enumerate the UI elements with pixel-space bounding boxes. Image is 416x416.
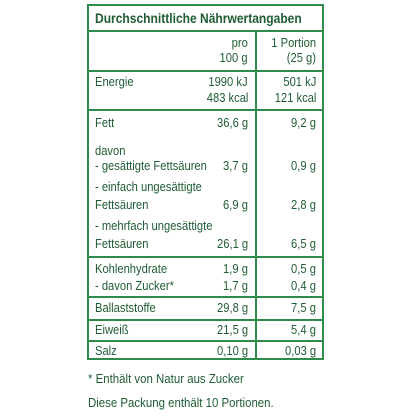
mehrfach-label-line1: - mehrfach ungesättigte (95, 218, 213, 233)
energie-kcal-portion: 121 kcal (274, 90, 316, 105)
eiweiss-100: 21,5 g (216, 322, 248, 337)
mehrfach-label-line2: Fettsäuren (95, 236, 149, 251)
divider-ballaststoffe (89, 319, 322, 321)
zucker-label: - davon Zucker* (95, 278, 174, 293)
kohlenhydrate-label: Kohlenhydrate (95, 261, 168, 276)
nutrition-table: Durchschnittliche Nährwertangaben pro 10… (87, 4, 324, 360)
col2-header-line2: (25 g) (286, 50, 316, 65)
salz-100: 0,10 g (216, 343, 248, 358)
gesaettigt-100: 3,7 g (223, 158, 248, 173)
col1-header-line2: 100 g (220, 50, 248, 65)
footnote-sugar: * Enthält von Natur aus Zucker (88, 371, 244, 386)
zucker-portion: 0,4 g (291, 278, 316, 293)
column-divider (255, 30, 257, 358)
einfach-label-line2: Fettsäuren (95, 197, 149, 212)
einfach-100: 6,9 g (223, 197, 248, 212)
col2-header-line1: 1 Portion (271, 35, 316, 50)
davon-label: davon (95, 143, 126, 158)
kohlenhydrate-portion: 0,5 g (291, 261, 316, 276)
energie-kj-100: 1990 kJ (208, 74, 248, 89)
eiweiss-portion: 5,4 g (291, 322, 316, 337)
mehrfach-portion: 6,5 g (291, 236, 316, 251)
ballaststoffe-portion: 7,5 g (291, 300, 316, 315)
ballaststoffe-100: 29,8 g (216, 300, 248, 315)
gesaettigt-portion: 0,9 g (291, 158, 316, 173)
mehrfach-100: 26,1 g (216, 236, 248, 251)
ballaststoffe-label: Ballaststoffe (95, 300, 156, 315)
divider-title (89, 30, 322, 32)
salz-label: Salz (95, 343, 117, 358)
einfach-label-line1: - einfach ungesättigte (95, 179, 202, 194)
energie-kcal-100: 483 kcal (206, 90, 248, 105)
divider-energie (89, 109, 322, 111)
eiweiss-label: Eiweiß (95, 322, 129, 337)
energie-label: Energie (95, 74, 134, 89)
footnote-portions: Diese Packung enthält 10 Portionen. (88, 395, 274, 410)
energie-kj-portion: 501 kJ (283, 74, 316, 89)
fett-portion: 9,2 g (291, 115, 316, 130)
divider-eiweiss (89, 340, 322, 342)
divider-fett (89, 256, 322, 258)
kohlenhydrate-100: 1,9 g (223, 261, 248, 276)
divider-kohlenhydrate (89, 296, 322, 298)
salz-portion: 0,03 g (284, 343, 316, 358)
table-title: Durchschnittliche Nährwertangaben (95, 10, 302, 26)
gesaettigt-label: - gesättigte Fettsäuren (95, 158, 207, 173)
fett-label: Fett (95, 115, 115, 130)
einfach-portion: 2,8 g (291, 197, 316, 212)
col1-header-line1: pro (231, 35, 248, 50)
zucker-100: 1,7 g (223, 278, 248, 293)
fett-100: 36,6 g (216, 115, 248, 130)
divider-header (89, 70, 322, 72)
